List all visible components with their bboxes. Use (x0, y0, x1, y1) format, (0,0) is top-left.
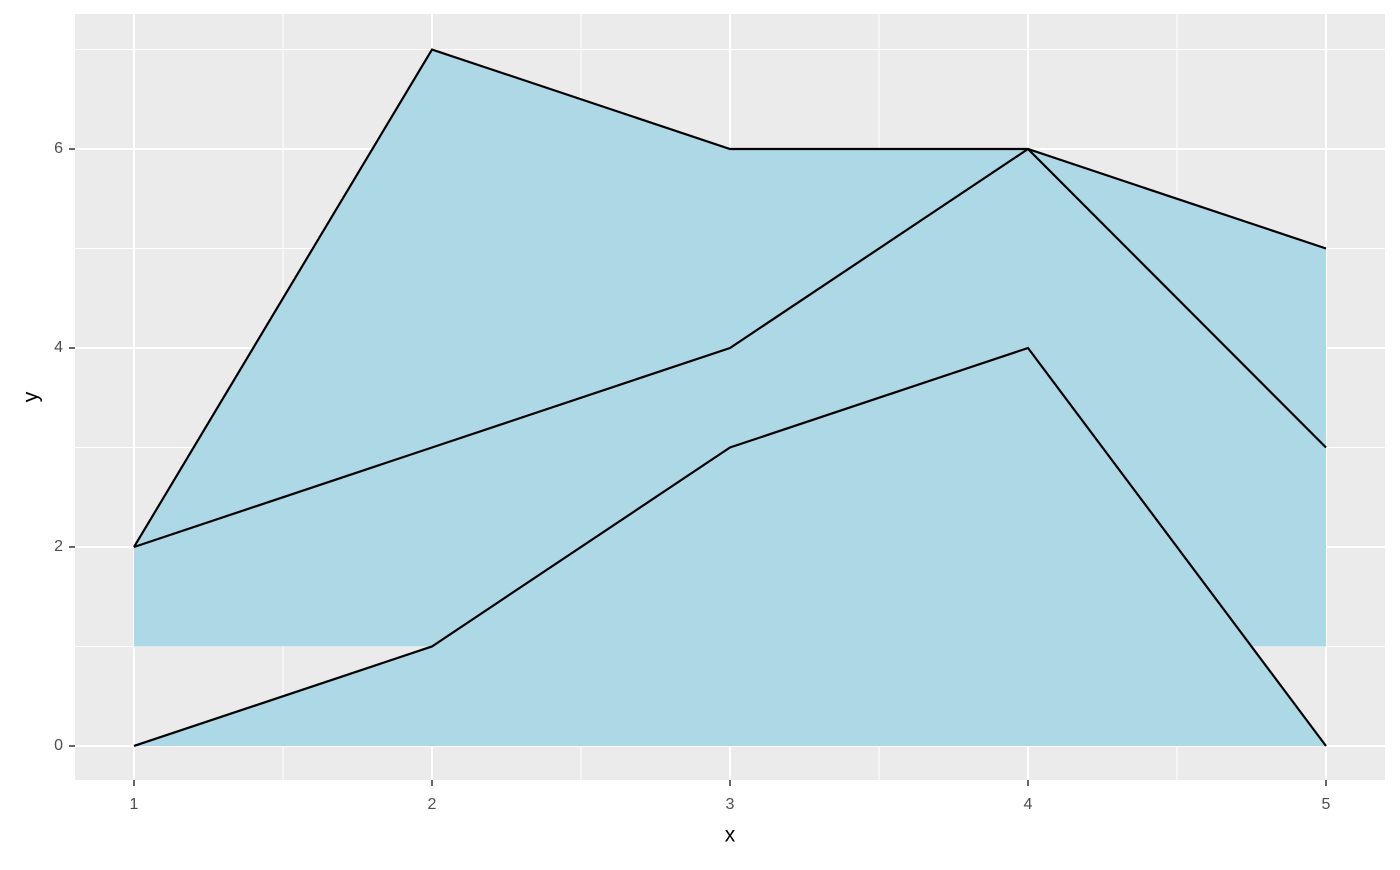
x-tick-label: 1 (130, 796, 139, 813)
y-tick-label: 4 (54, 339, 63, 356)
line (133, 147, 1327, 549)
plot-area (133, 48, 1327, 748)
y-tick-label: 0 (54, 737, 63, 754)
x-tick-label: 3 (726, 796, 735, 813)
y-axis-title: y (20, 391, 43, 402)
x-tick-label: 2 (428, 796, 437, 813)
y-tick-label: 2 (54, 538, 63, 555)
y-tick-label: 6 (54, 140, 63, 157)
line (133, 48, 1327, 548)
line (133, 346, 1327, 748)
x-tick-label: 5 (1322, 796, 1331, 813)
x-axis-title: x (725, 824, 736, 847)
x-tick-label: 4 (1024, 796, 1033, 813)
